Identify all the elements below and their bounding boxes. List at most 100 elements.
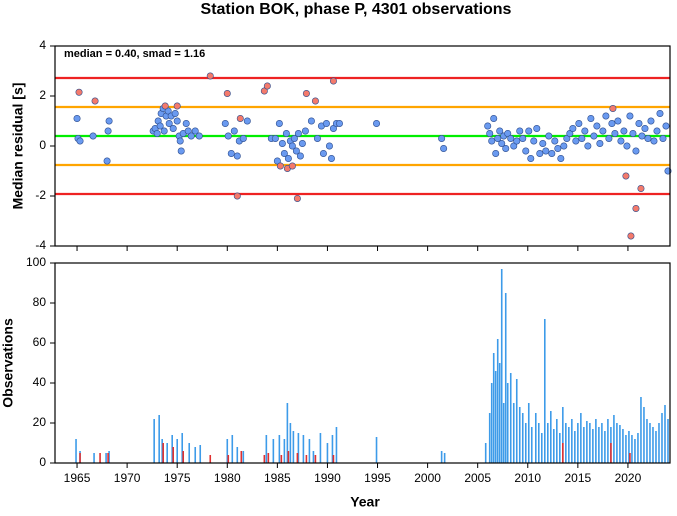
point [440, 145, 448, 153]
y-tick-label: 0 [39, 455, 46, 469]
point [502, 145, 510, 153]
x-tick-label: 1995 [364, 471, 391, 485]
bar [162, 443, 164, 463]
x-tick-label: 2015 [564, 471, 591, 485]
bar [571, 419, 573, 463]
point [510, 142, 518, 150]
bar [283, 439, 286, 463]
bar [595, 419, 597, 463]
point [602, 112, 610, 120]
bar [107, 453, 109, 463]
point [599, 127, 607, 135]
x-tick-label: 1985 [264, 471, 291, 485]
point [224, 132, 232, 140]
bar [75, 439, 77, 463]
point [153, 130, 161, 138]
point [191, 127, 199, 135]
point [494, 135, 502, 143]
point [617, 137, 625, 145]
bar [509, 373, 512, 463]
bar [628, 431, 630, 463]
point [282, 130, 290, 138]
bar [305, 455, 308, 463]
bar [296, 453, 299, 463]
bar [568, 427, 570, 463]
point [614, 117, 622, 125]
point [275, 120, 283, 128]
bar [580, 413, 582, 463]
x-tick-label: 2000 [414, 471, 441, 485]
y-tick-label: 100 [26, 255, 46, 269]
bar [534, 413, 537, 463]
point [525, 127, 533, 135]
point [288, 142, 296, 150]
point [545, 132, 553, 140]
plot-frame [54, 45, 671, 247]
point [263, 82, 271, 90]
bar [176, 439, 178, 463]
point [307, 117, 315, 125]
bar [661, 413, 663, 463]
bar [598, 427, 600, 463]
bar [646, 419, 648, 463]
bar [637, 433, 639, 463]
bar [286, 403, 289, 463]
bar [652, 427, 654, 463]
bar [540, 433, 543, 463]
point [177, 147, 185, 155]
point [280, 150, 288, 158]
point [656, 110, 664, 118]
y-tick-label: 4 [39, 38, 46, 52]
point [165, 120, 173, 128]
point [539, 140, 547, 148]
bar [242, 451, 245, 463]
bar [375, 437, 378, 463]
point [105, 117, 113, 125]
point [290, 135, 298, 143]
point [322, 120, 330, 128]
y-tick-label: 40 [33, 375, 47, 389]
point [533, 125, 541, 133]
bar [550, 411, 552, 463]
point [572, 137, 580, 145]
bar [553, 429, 555, 463]
bar [658, 423, 660, 463]
point [542, 147, 550, 155]
point [578, 135, 586, 143]
bar [443, 453, 446, 463]
point [298, 140, 306, 148]
point [584, 142, 592, 150]
point [301, 127, 309, 135]
point [161, 102, 169, 110]
x-tick-label: 2020 [615, 471, 642, 485]
point [75, 88, 83, 96]
point [438, 135, 446, 143]
plot-frame [54, 262, 671, 464]
point [637, 185, 645, 193]
point [560, 142, 568, 150]
bar [506, 383, 509, 463]
bar [93, 453, 95, 463]
x-tick-label: 1965 [64, 471, 91, 485]
bar [524, 423, 527, 463]
bar [577, 423, 579, 463]
point [563, 135, 571, 143]
point [490, 115, 498, 123]
bar [331, 435, 334, 463]
bar [610, 443, 612, 463]
bar [521, 413, 524, 463]
point [278, 140, 286, 148]
bar [172, 447, 174, 463]
point [233, 152, 241, 160]
point [484, 122, 492, 130]
bar [634, 439, 636, 463]
bar [302, 435, 305, 463]
bar [502, 403, 505, 463]
point [522, 147, 530, 155]
bar [664, 405, 666, 463]
bar [161, 439, 163, 463]
y-tick-label: -4 [35, 238, 46, 252]
bar [99, 453, 101, 463]
bar [153, 419, 155, 463]
